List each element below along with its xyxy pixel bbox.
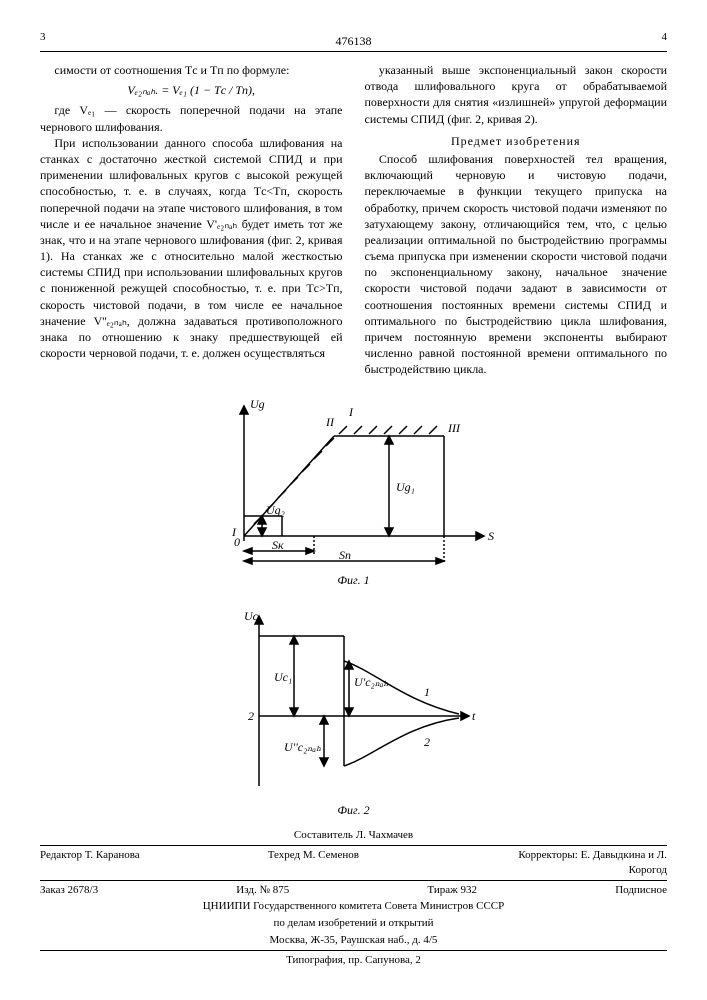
tirazh: Тираж 932 <box>427 883 477 898</box>
claim-title: Предмет изобретения <box>365 133 668 149</box>
two-column-body: симости от соотношения Tс и Tп по формул… <box>40 62 667 378</box>
fig1-II: II <box>325 415 335 429</box>
fig1-Sk: Sк <box>272 538 284 552</box>
fig1-ylabel: Ug <box>250 397 265 411</box>
page-number-right: 4 <box>662 30 668 45</box>
correctors: Корректоры: Е. Давыдкина и Л. Корогод <box>487 848 667 878</box>
right-para-1: указанный выше экспоненциальный закон ск… <box>365 62 668 127</box>
credits-rule-1 <box>40 845 667 846</box>
page-header: 3 4 476138 <box>40 30 667 52</box>
document-number: 476138 <box>40 33 667 49</box>
fig2-xlabel: t <box>472 709 476 723</box>
tech-editor: Техред М. Семенов <box>268 848 359 878</box>
figure-2: Uc t Uc₁ U'c₂ₙₐₕ U''c₂ₙₐₕ 1 2 2 <box>224 606 484 796</box>
order-number: Заказ 2678/3 <box>40 883 98 898</box>
address: Москва, Ж-35, Раушская наб., д. 4/5 <box>40 933 667 948</box>
left-para-2: где Vₑ₁ — скорость поперечной подачи на … <box>40 102 343 134</box>
fig1-Ug1: Ug₁ <box>396 480 415 494</box>
fig1-I-top: I <box>348 405 354 419</box>
subscription: Подписное <box>615 883 667 898</box>
compiler: Составитель Л. Чахмачев <box>40 828 667 843</box>
org-line-2: по делам изобретений и открытий <box>40 916 667 931</box>
fig1-Sn: Sп <box>339 548 351 562</box>
fig2-two: 2 <box>248 709 254 723</box>
org-line-1: ЦНИИПИ Государственного комитета Совета … <box>40 899 667 914</box>
figure-1: Ug S 0 I II III I Ug₁ Ug₂ Sк Sп <box>204 396 504 566</box>
fig2-ylabel: Uc <box>244 609 259 623</box>
fig1-Ug2: Ug₂ <box>266 503 285 517</box>
credits-rule-3 <box>40 950 667 951</box>
page-number-left: 3 <box>40 30 46 45</box>
left-para-1: симости от соотношения Tс и Tп по формул… <box>40 62 343 78</box>
fig2-Uc2nn: U''c₂ₙₐₕ <box>284 740 321 754</box>
formula: Vₑ₂ₙₐₕ. = Vₑ₁ (1 − Tс / Tп), <box>40 82 343 98</box>
left-para-3: При использовании данного способа шлифов… <box>40 135 343 362</box>
fig1-III: III <box>447 421 461 435</box>
fig1-xlabel: S <box>488 529 494 543</box>
fig2-curve1: 1 <box>424 685 430 699</box>
fig2-Uc1: Uc₁ <box>274 670 292 684</box>
typography: Типография, пр. Сапунова, 2 <box>40 953 667 968</box>
editor: Редактор Т. Каранова <box>40 848 140 878</box>
credits-block: Составитель Л. Чахмачев Редактор Т. Кара… <box>40 828 667 968</box>
credits-rule-2 <box>40 880 667 881</box>
fig2-Uc2n: U'c₂ₙₐₕ <box>354 675 389 689</box>
figure-1-caption: Фиг. 1 <box>40 572 667 588</box>
fig2-curve2: 2 <box>424 735 430 749</box>
right-para-2: Способ шлифования поверхностей тел враще… <box>365 151 668 378</box>
figure-2-caption: Фиг. 2 <box>40 802 667 818</box>
header-rule <box>40 51 667 52</box>
izd-number: Изд. № 875 <box>236 883 289 898</box>
